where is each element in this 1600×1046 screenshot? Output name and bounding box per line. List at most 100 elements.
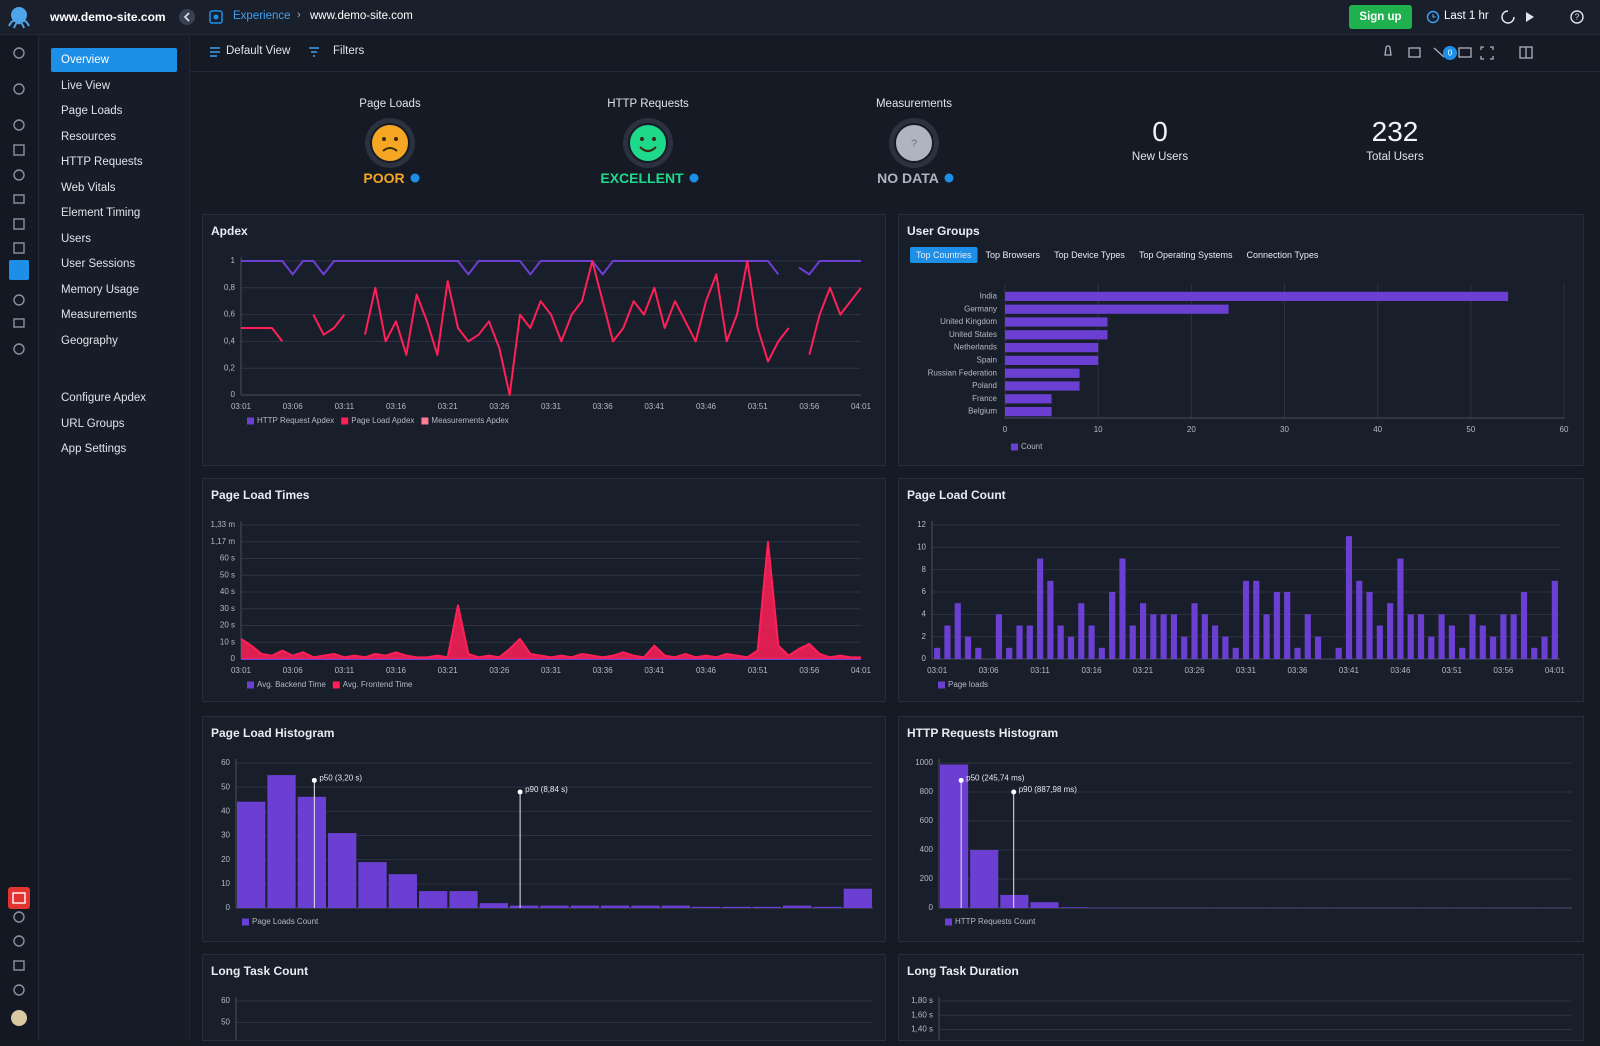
legend-swatch [938, 682, 945, 689]
bar [1233, 648, 1239, 659]
panel-title: User Groups [907, 224, 980, 238]
nav-item[interactable]: Measurements [51, 303, 177, 327]
toolbar-actions[interactable]: 0 [1380, 44, 1580, 62]
nav-item[interactable]: URL Groups [51, 412, 177, 436]
percentile-dot [959, 778, 964, 783]
y-tick-label: Russian Federation [928, 368, 997, 377]
bar [1005, 369, 1080, 378]
bar [1511, 614, 1517, 659]
nav-item[interactable]: Memory Usage [51, 278, 177, 302]
x-tick-label: 03:21 [1133, 666, 1154, 675]
bar [1336, 648, 1342, 659]
tab-label[interactable]: Connection Types [1246, 250, 1318, 260]
bar [1005, 407, 1052, 416]
stat-label: New Users [1132, 151, 1188, 163]
tab-label[interactable]: Top Device Types [1054, 250, 1125, 260]
top-actions[interactable]: ? [1500, 9, 1590, 25]
tab-label[interactable]: Top Browsers [986, 250, 1041, 260]
y-tick-label: United States [949, 330, 997, 339]
y-tick-label: Germany [964, 304, 997, 313]
x-tick-label: 03:11 [335, 402, 355, 411]
nav-item[interactable]: Resources [51, 125, 177, 149]
breadcrumb-link[interactable]: Experience [233, 10, 291, 22]
panel-title: HTTP Requests Histogram [907, 726, 1058, 740]
stat-value: 232 [1372, 116, 1419, 148]
y-tick-label: 0 [226, 903, 231, 912]
bar [722, 907, 750, 908]
bar [631, 906, 659, 908]
nav-item[interactable]: Geography [51, 329, 177, 353]
default-view[interactable]: Default View [226, 45, 290, 57]
nav-item[interactable]: Page Loads [51, 99, 177, 123]
bar [1006, 648, 1012, 659]
icon-list[interactable] [0, 35, 38, 1041]
y-tick-label: 0 [231, 390, 236, 399]
bar [1490, 637, 1496, 659]
percentile-dot [312, 778, 317, 783]
y-tick-label: 1,60 s [911, 1010, 933, 1019]
y-tick-label: 0,4 [224, 337, 236, 346]
tab-label[interactable]: Top Operating Systems [1139, 250, 1233, 260]
time-range[interactable]: Last 1 hr [1444, 10, 1489, 22]
legend-swatch [247, 418, 254, 425]
nav-item[interactable]: Web Vitals [51, 176, 177, 200]
bar [965, 637, 971, 659]
bar [237, 802, 265, 908]
bar [1171, 614, 1177, 659]
signup-button[interactable]: Sign up [1349, 5, 1412, 29]
back-button[interactable] [178, 8, 196, 26]
bar [1439, 614, 1445, 659]
bar [1264, 614, 1270, 659]
y-tick-label: Poland [972, 381, 997, 390]
nav-item[interactable]: HTTP Requests [51, 150, 177, 174]
y-tick-label: 50 [221, 782, 230, 791]
top-bar: www.demo-site.com Experience › www.demo-… [0, 0, 1600, 35]
bar [1377, 626, 1383, 660]
site-selector[interactable]: www.demo-site.com [50, 10, 166, 24]
tab-label[interactable]: Top Countries [916, 250, 972, 260]
nav-item[interactable]: User Sessions [51, 252, 177, 276]
y-tick-label: 0 [929, 903, 934, 912]
y-tick-label: 12 [917, 520, 926, 529]
nav-item[interactable]: Overview [51, 48, 177, 72]
icon-rail [0, 35, 39, 1041]
notification-badge: 0 [1448, 49, 1453, 58]
bar [1521, 592, 1527, 659]
score-label: Page Loads [359, 98, 420, 110]
bar [1305, 614, 1311, 659]
legend-swatch [945, 919, 952, 926]
bar [662, 906, 690, 908]
bar [1119, 559, 1125, 660]
nav-item[interactable]: Element Timing [51, 201, 177, 225]
info-dot [689, 173, 699, 183]
bar [1140, 603, 1146, 659]
bar [1130, 626, 1136, 660]
legend-swatch [242, 919, 249, 926]
x-tick-label: 03:41 [644, 402, 665, 411]
legend-label: HTTP Requests Count [955, 917, 1036, 926]
filters[interactable]: Filters [333, 45, 364, 57]
experience-icon [208, 9, 224, 25]
face [371, 124, 409, 162]
bar [1284, 592, 1290, 659]
view-icon [209, 46, 221, 58]
y-tick-label: 200 [920, 874, 934, 883]
nav-item[interactable]: Users [51, 227, 177, 251]
percentile-label: p90 (887,98 ms) [1019, 785, 1078, 794]
bar [1408, 614, 1414, 659]
bar [328, 833, 356, 908]
bar [449, 891, 477, 908]
nav-item[interactable]: Live View [51, 74, 177, 98]
nav-item[interactable]: App Settings [51, 437, 177, 461]
score-face: ? [887, 116, 941, 170]
legend-label: Avg. Frontend Time [343, 680, 413, 689]
nav-item[interactable]: Configure Apdex [51, 386, 177, 410]
bar [571, 906, 599, 908]
bar [510, 906, 538, 908]
filter-icon [308, 46, 320, 58]
